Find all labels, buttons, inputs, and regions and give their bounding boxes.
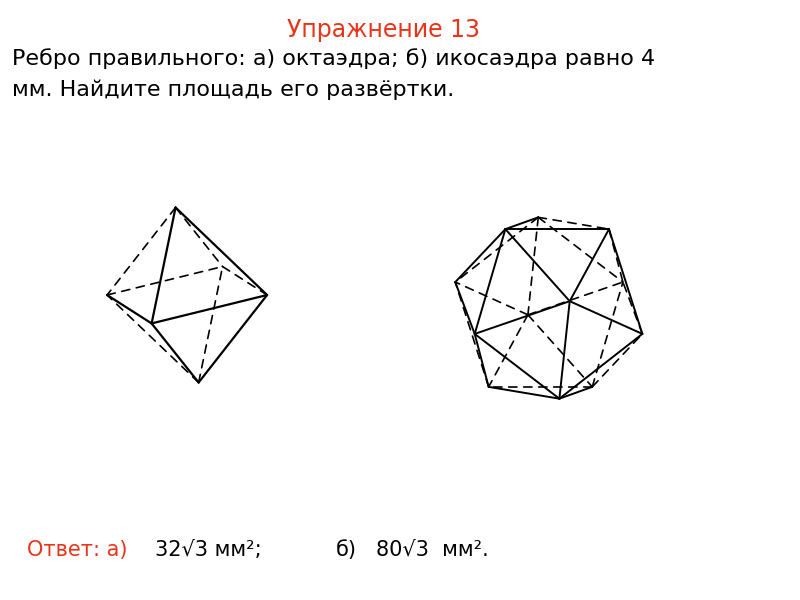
Text: Ребро правильного: а) октаэдра; б) икосаэдра равно 4: Ребро правильного: а) октаэдра; б) икоса… <box>11 48 654 69</box>
Text: мм. Найдите площадь его развёртки.: мм. Найдите площадь его развёртки. <box>11 80 454 100</box>
Text: б): б) <box>336 540 357 560</box>
Text: 80√3  мм².: 80√3 мм². <box>376 540 489 560</box>
Text: Ответ: а): Ответ: а) <box>27 540 127 560</box>
Text: Упражнение 13: Упражнение 13 <box>287 18 480 42</box>
Text: 32√3 мм²;: 32√3 мм²; <box>155 540 262 560</box>
